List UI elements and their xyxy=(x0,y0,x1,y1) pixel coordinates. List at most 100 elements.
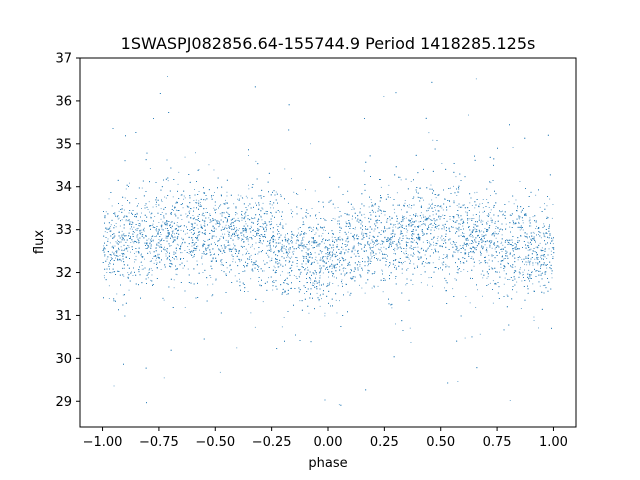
data-point xyxy=(543,223,545,225)
data-point xyxy=(388,266,389,268)
data-point xyxy=(121,236,123,238)
data-point xyxy=(357,243,359,244)
data-point xyxy=(108,261,110,263)
data-point xyxy=(474,240,476,242)
data-point xyxy=(233,247,235,249)
data-point xyxy=(201,226,203,227)
data-point xyxy=(443,228,445,230)
data-point xyxy=(437,240,439,242)
data-point xyxy=(173,258,175,259)
data-point xyxy=(149,251,151,253)
data-point xyxy=(359,265,361,267)
data-point xyxy=(292,211,294,212)
data-point xyxy=(213,207,215,209)
data-point xyxy=(139,232,141,234)
data-point xyxy=(309,260,310,262)
data-point xyxy=(498,233,499,234)
data-point xyxy=(332,239,334,241)
data-point xyxy=(199,204,201,206)
data-point xyxy=(460,262,462,264)
data-point xyxy=(160,225,162,227)
data-point xyxy=(482,247,484,249)
data-point xyxy=(407,229,409,231)
data-point xyxy=(233,203,235,205)
data-point xyxy=(370,199,372,201)
data-point xyxy=(516,291,518,293)
data-point xyxy=(227,212,229,214)
data-point xyxy=(394,241,395,242)
data-point xyxy=(435,197,437,199)
data-point xyxy=(362,238,364,240)
data-point xyxy=(119,225,121,227)
data-point xyxy=(272,289,274,291)
data-point xyxy=(479,203,481,205)
data-point xyxy=(192,257,194,258)
data-point xyxy=(176,209,177,211)
data-point xyxy=(174,207,176,209)
data-point xyxy=(268,244,270,246)
data-point xyxy=(123,235,125,236)
data-point xyxy=(184,197,186,199)
data-point xyxy=(104,255,106,257)
data-point xyxy=(528,269,530,271)
data-point xyxy=(505,223,507,225)
data-point xyxy=(149,211,150,213)
data-point xyxy=(106,258,108,260)
data-point xyxy=(536,246,538,248)
data-point xyxy=(473,223,475,225)
data-point xyxy=(378,205,380,207)
data-point xyxy=(329,244,331,245)
data-point xyxy=(124,267,125,269)
data-point xyxy=(198,191,200,192)
data-point xyxy=(178,171,180,173)
data-point xyxy=(238,228,240,230)
data-point xyxy=(449,218,451,220)
data-point xyxy=(269,260,271,262)
data-point xyxy=(193,200,195,201)
data-point xyxy=(160,208,162,210)
data-point xyxy=(323,284,324,286)
data-point xyxy=(482,295,483,297)
data-point xyxy=(161,228,163,230)
data-point xyxy=(218,240,220,241)
data-point xyxy=(241,232,243,234)
data-point xyxy=(548,248,550,250)
data-point xyxy=(540,232,542,234)
data-point xyxy=(112,245,114,247)
data-point xyxy=(212,260,213,262)
data-point xyxy=(281,244,283,246)
data-point xyxy=(318,212,320,213)
data-point xyxy=(227,244,229,246)
data-point xyxy=(479,333,481,335)
data-point xyxy=(235,261,236,263)
data-point xyxy=(552,243,554,245)
data-point xyxy=(151,270,153,271)
data-point xyxy=(113,252,115,254)
data-point xyxy=(482,199,484,200)
data-point xyxy=(314,234,316,235)
data-point xyxy=(313,226,314,228)
data-point xyxy=(181,219,183,220)
data-point xyxy=(376,239,378,240)
data-point xyxy=(527,260,529,262)
data-point xyxy=(141,208,142,209)
data-point xyxy=(341,283,343,285)
data-point xyxy=(125,188,127,190)
data-point xyxy=(199,249,200,251)
data-point xyxy=(399,233,401,235)
data-point xyxy=(122,233,124,235)
data-point xyxy=(505,253,507,254)
data-point xyxy=(339,266,341,268)
data-point xyxy=(362,258,363,259)
data-point xyxy=(514,248,516,250)
data-point xyxy=(210,220,212,222)
data-point xyxy=(164,223,166,225)
data-point xyxy=(529,264,531,266)
data-point xyxy=(226,211,228,213)
data-point xyxy=(345,259,347,260)
data-point xyxy=(204,229,206,231)
data-point xyxy=(384,214,386,216)
data-point xyxy=(196,224,198,226)
data-point xyxy=(464,337,466,339)
data-point xyxy=(175,273,177,275)
